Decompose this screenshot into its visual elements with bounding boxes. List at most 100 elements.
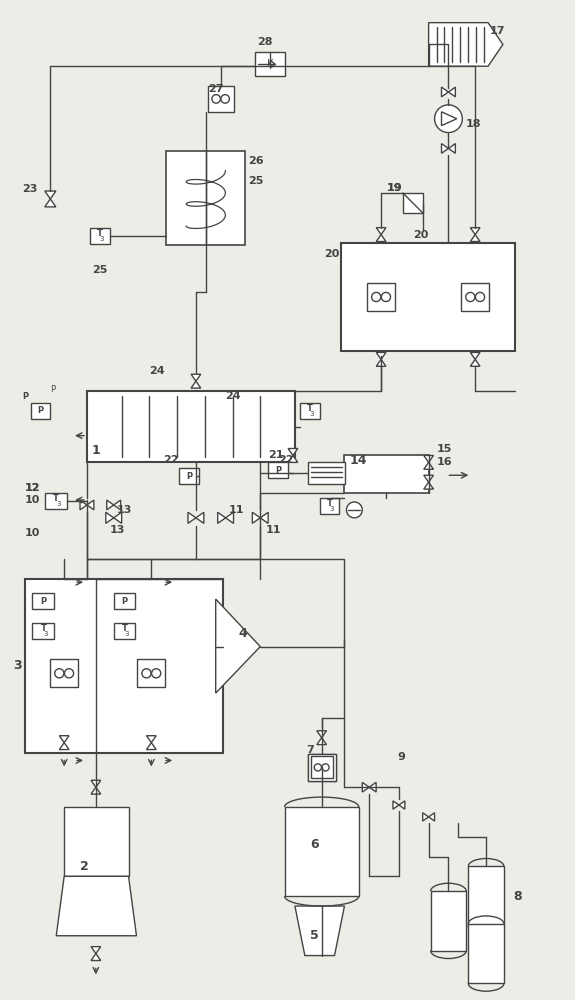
Text: 12: 12 xyxy=(25,483,40,493)
Text: 17: 17 xyxy=(490,26,505,36)
Polygon shape xyxy=(442,87,448,97)
Polygon shape xyxy=(188,512,196,523)
Polygon shape xyxy=(376,352,386,359)
Circle shape xyxy=(381,292,390,302)
Text: 13: 13 xyxy=(110,525,125,535)
Bar xyxy=(461,283,489,311)
Text: 14: 14 xyxy=(350,454,367,467)
Text: 10: 10 xyxy=(25,528,40,538)
Circle shape xyxy=(322,764,329,771)
Polygon shape xyxy=(106,512,114,523)
Circle shape xyxy=(152,669,161,678)
Polygon shape xyxy=(376,235,386,242)
Text: 4: 4 xyxy=(239,627,247,640)
Text: 27: 27 xyxy=(208,84,223,94)
Polygon shape xyxy=(59,743,69,750)
Text: 6: 6 xyxy=(310,838,319,851)
Bar xyxy=(468,924,504,983)
Polygon shape xyxy=(424,462,434,469)
Polygon shape xyxy=(91,954,101,961)
Polygon shape xyxy=(191,381,201,388)
Polygon shape xyxy=(252,512,260,523)
Text: 3: 3 xyxy=(329,506,334,512)
Text: 3: 3 xyxy=(309,411,314,417)
Bar xyxy=(468,866,504,926)
Circle shape xyxy=(315,764,321,771)
Polygon shape xyxy=(424,455,434,462)
Text: 19: 19 xyxy=(387,183,402,193)
Polygon shape xyxy=(91,787,101,794)
Circle shape xyxy=(466,292,475,302)
Polygon shape xyxy=(147,736,156,743)
Circle shape xyxy=(476,292,485,302)
Text: 19: 19 xyxy=(387,183,402,193)
Polygon shape xyxy=(56,876,136,936)
Text: 5: 5 xyxy=(310,929,319,942)
Text: 12: 12 xyxy=(25,483,40,493)
Polygon shape xyxy=(45,199,56,207)
Text: 7: 7 xyxy=(306,745,313,755)
Polygon shape xyxy=(295,906,344,956)
Polygon shape xyxy=(376,359,386,366)
Polygon shape xyxy=(317,731,327,738)
Text: 10: 10 xyxy=(25,495,40,505)
Polygon shape xyxy=(147,743,156,750)
Text: T: T xyxy=(53,494,59,503)
Polygon shape xyxy=(59,736,69,743)
Text: 13: 13 xyxy=(117,505,132,515)
Text: 8: 8 xyxy=(513,890,522,903)
Bar xyxy=(114,623,136,639)
Text: 23: 23 xyxy=(22,184,38,194)
Polygon shape xyxy=(470,352,480,359)
Text: T: T xyxy=(122,624,128,633)
Text: 3: 3 xyxy=(43,631,48,637)
Bar xyxy=(255,52,285,76)
Bar xyxy=(310,756,332,778)
Polygon shape xyxy=(442,144,448,153)
Text: 3: 3 xyxy=(99,236,104,242)
Bar xyxy=(344,455,428,493)
Bar xyxy=(342,243,515,351)
Polygon shape xyxy=(470,359,480,366)
Bar xyxy=(33,593,54,609)
Text: 11: 11 xyxy=(265,525,281,535)
Polygon shape xyxy=(260,512,268,523)
Bar xyxy=(300,403,320,419)
Bar xyxy=(45,493,67,509)
Bar xyxy=(87,391,295,462)
Polygon shape xyxy=(423,813,428,821)
Bar xyxy=(64,807,129,876)
Text: 2: 2 xyxy=(80,860,89,873)
Text: 28: 28 xyxy=(257,37,273,47)
Circle shape xyxy=(142,669,151,678)
Text: 3: 3 xyxy=(13,659,22,672)
Polygon shape xyxy=(317,738,327,745)
Polygon shape xyxy=(376,228,386,235)
Bar xyxy=(114,593,136,609)
Bar xyxy=(90,228,110,244)
Polygon shape xyxy=(91,780,101,787)
Text: 3: 3 xyxy=(124,631,129,637)
Text: T: T xyxy=(307,404,313,413)
Text: T: T xyxy=(327,499,332,508)
Text: 11: 11 xyxy=(229,505,244,515)
Polygon shape xyxy=(216,599,260,693)
Text: K: K xyxy=(267,59,273,69)
Polygon shape xyxy=(80,500,87,510)
Text: 25: 25 xyxy=(248,176,264,186)
Polygon shape xyxy=(218,512,225,523)
Text: 15: 15 xyxy=(436,444,452,454)
Bar xyxy=(51,659,78,687)
Circle shape xyxy=(371,292,381,302)
Polygon shape xyxy=(399,801,405,809)
Polygon shape xyxy=(87,500,94,510)
Bar xyxy=(166,151,246,245)
Bar xyxy=(403,193,423,213)
Text: 22: 22 xyxy=(278,455,294,465)
Circle shape xyxy=(346,502,362,518)
Circle shape xyxy=(322,763,331,772)
Text: P: P xyxy=(40,597,47,606)
Text: 1: 1 xyxy=(92,444,101,457)
Circle shape xyxy=(435,105,462,133)
Polygon shape xyxy=(196,512,204,523)
